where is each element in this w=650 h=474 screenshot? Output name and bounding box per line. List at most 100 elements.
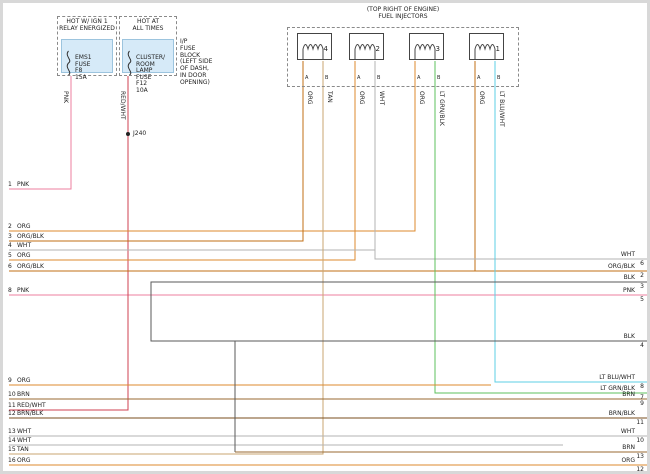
left-row-number-5: 5 [8, 252, 12, 259]
injector-1: 1 [469, 33, 505, 61]
left-row-number-9: 9 [8, 377, 12, 384]
fuse-icon [64, 43, 73, 78]
left-row-label-12: BRN/BLK [17, 410, 44, 417]
wire-org-inj2-a [9, 61, 356, 261]
right-row-number-6: 6 [640, 260, 644, 267]
cluster-room-lamp-fuse-box: CLUSTER/ ROOM LAMP FUSE F12 10A [122, 39, 174, 93]
wire-tan-inj4-b [9, 61, 324, 455]
left-row-number-15: 15 [8, 446, 16, 453]
injector-4-wire-b-label: TAN [326, 91, 333, 103]
left-row-label-9: ORG [17, 377, 31, 384]
relay-fuse-dashed-box: HOT W/ IGN 1 RELAY ENERGIZED [57, 16, 117, 76]
right-row-number-7: 7 [640, 394, 644, 401]
left-row-number-6: 6 [8, 263, 12, 270]
injector-4-wire-a-label: ORG [306, 91, 313, 105]
wire-pnk-fuse-feed [9, 76, 72, 190]
injector-3-wire-a-label: ORG [418, 91, 425, 105]
left-row-label-4: WHT [17, 242, 32, 249]
injector-coil-icon [474, 44, 496, 59]
wire-wht-inj2-b [374, 61, 647, 260]
left-row-label-1: PNK [17, 181, 30, 188]
injector-3-pin-a: A [417, 75, 421, 81]
right-row-number-13: 13 [636, 453, 644, 460]
alltimes-fuse-dashed-box: HOT AT ALL TIMES [119, 16, 177, 76]
left-row-label-8: PNK [17, 287, 30, 294]
injector-2-pin-a: A [357, 75, 361, 81]
injector-number: 1 [496, 45, 500, 53]
left-row-label-6: ORG/BLK [17, 263, 44, 270]
right-row-number-9: 9 [640, 400, 644, 407]
injector-number: 4 [324, 45, 329, 53]
left-row-label-10: BRN [17, 391, 30, 398]
left-row-label-3: ORG/BLK [17, 233, 44, 240]
right-row-label-12: ORG [621, 457, 635, 464]
left-row-number-10: 10 [8, 391, 16, 398]
right-row-label-2: ORG/BLK [608, 263, 635, 270]
injector-4: 4 [297, 33, 333, 61]
left-row-number-8: 8 [8, 287, 12, 294]
ems1-fuse-text: EMS1 FUSE F8 15A [75, 54, 92, 81]
wire-blk-mid [234, 340, 647, 452]
injector-1-pin-b: B [497, 75, 501, 81]
left-row-number-2: 2 [8, 223, 12, 230]
injector-coil-icon [414, 44, 436, 59]
wires-layer [9, 61, 647, 466]
left-row-label-16: ORG [17, 457, 31, 464]
right-row-number-10: 10 [636, 437, 644, 444]
right-row-label-5: PNK [622, 287, 635, 294]
left-row-number-13: 13 [8, 428, 16, 435]
injector-2-wire-b-label: WHT [378, 91, 385, 106]
wire-org-inj3-a [9, 61, 416, 232]
left-row-number-16: 16 [8, 457, 16, 464]
right-row-label-13: BRN [622, 444, 635, 451]
injector-outline [409, 33, 444, 60]
left-row-label-14: WHT [17, 437, 32, 444]
wire-blk-upper [150, 281, 647, 342]
wire-redwht-feed [9, 76, 129, 411]
right-row-number-5: 5 [640, 296, 644, 303]
wire-ltgrnblk-inj3-b [434, 61, 647, 394]
left-row-number-1: 1 [8, 181, 12, 188]
right-row-number-12: 12 [636, 466, 644, 473]
left-row-label-13: WHT [17, 428, 32, 435]
junction-j240-label: J240 [133, 130, 147, 137]
injector-2-pin-b: B [377, 75, 381, 81]
right-row-number-11: 11 [636, 419, 644, 426]
injector-2-wire-a-label: ORG [358, 91, 365, 105]
right-row-label-11: BRN/BLK [608, 410, 635, 417]
right-row-label-10: WHT [620, 428, 635, 435]
left-row-label-15: TAN [17, 446, 29, 453]
left-row-label-2: ORG [17, 223, 31, 230]
injector-outline [469, 33, 504, 60]
left-row-number-3: 3 [8, 233, 12, 240]
injector-number: 3 [436, 45, 440, 53]
cluster-room-lamp-fuse-text: CLUSTER/ ROOM LAMP FUSE F12 10A [136, 54, 166, 94]
left-row-label-5: ORG [17, 252, 31, 259]
injector-outline [297, 33, 332, 60]
injector-1-wire-a-label: ORG [478, 91, 485, 105]
right-row-label-8: LT BLU/WHT [599, 374, 635, 381]
right-row-number-4: 4 [640, 342, 644, 349]
injector-coil-icon [354, 44, 376, 59]
injector-3: 3 [409, 33, 445, 61]
right-row-number-8: 8 [640, 383, 644, 390]
injector-coil-icon [302, 44, 324, 59]
right-row-label-4: BLK [623, 333, 635, 340]
left-row-number-11: 11 [8, 402, 16, 409]
left-row-label-11: RED/WHT [17, 402, 46, 409]
right-row-label-6: WHT [620, 251, 635, 258]
right-row-number-3: 3 [640, 283, 644, 290]
ip-fuse-block-note: I/P FUSE BLOCK (LEFT SIDE OF DASH, IN DO… [180, 38, 213, 86]
wire-orgblk-inj4-a [9, 61, 304, 242]
fuel-injectors-dashed-box [287, 27, 519, 87]
injector-1-pin-a: A [477, 75, 481, 81]
injector-2: 2 [349, 33, 385, 61]
injector-number: 2 [376, 45, 380, 53]
fuel-injectors-title: (TOP RIGHT OF ENGINE) FUEL INJECTORS [366, 6, 440, 20]
left-row-number-4: 4 [8, 242, 12, 249]
injector-1-wire-b-label: LT BLU/WHT [498, 91, 505, 127]
redwht-wire-label: RED/WHT [119, 91, 126, 120]
alltimes-fuse-title: HOT AT ALL TIMES [132, 18, 164, 32]
right-row-label-3: BLK [623, 274, 635, 281]
